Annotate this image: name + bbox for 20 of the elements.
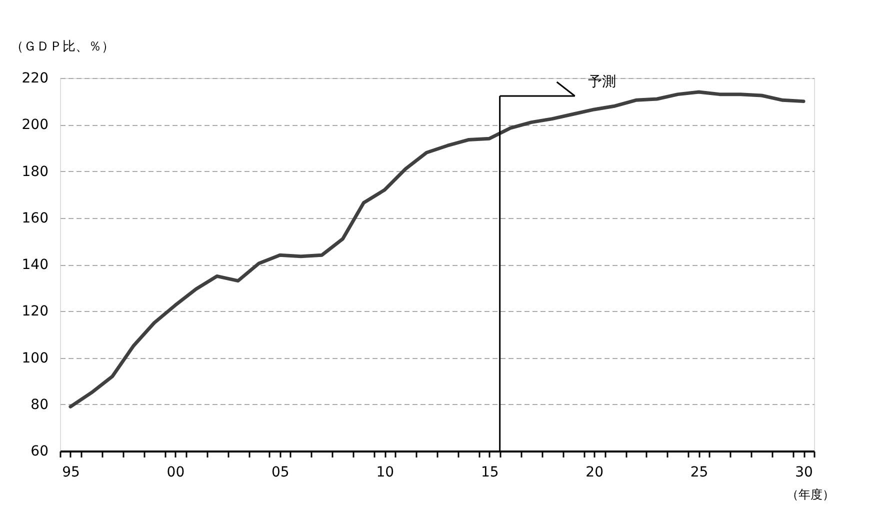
y-tick-label: 120 — [22, 304, 48, 320]
y-tick-label: 200 — [22, 117, 48, 134]
x-tick-label: 10 — [376, 464, 394, 480]
y-tick-label: 140 — [22, 257, 48, 273]
y-tick-label: 160 — [22, 210, 48, 226]
y-axis-title: （ＧＤＰ比、％） — [10, 40, 114, 54]
legend-label: 予測 — [588, 74, 616, 90]
x-axis-title: （年度） — [786, 488, 834, 502]
x-tick-label: 30 — [795, 464, 813, 480]
y-tick-label: 60 — [30, 444, 48, 460]
y-tick-label: 100 — [22, 350, 48, 366]
x-tick-label: 15 — [480, 464, 499, 480]
x-tick-label: 05 — [272, 464, 290, 480]
x-tick-label: 00 — [166, 464, 185, 480]
x-tick-label: 95 — [62, 464, 80, 480]
x-tick-label: 20 — [586, 464, 604, 480]
y-tick-label: 180 — [22, 164, 48, 180]
x-tick-label: 25 — [690, 464, 708, 480]
y-tick-label: 220 — [22, 70, 48, 86]
y-tick-label: 80 — [30, 396, 48, 413]
